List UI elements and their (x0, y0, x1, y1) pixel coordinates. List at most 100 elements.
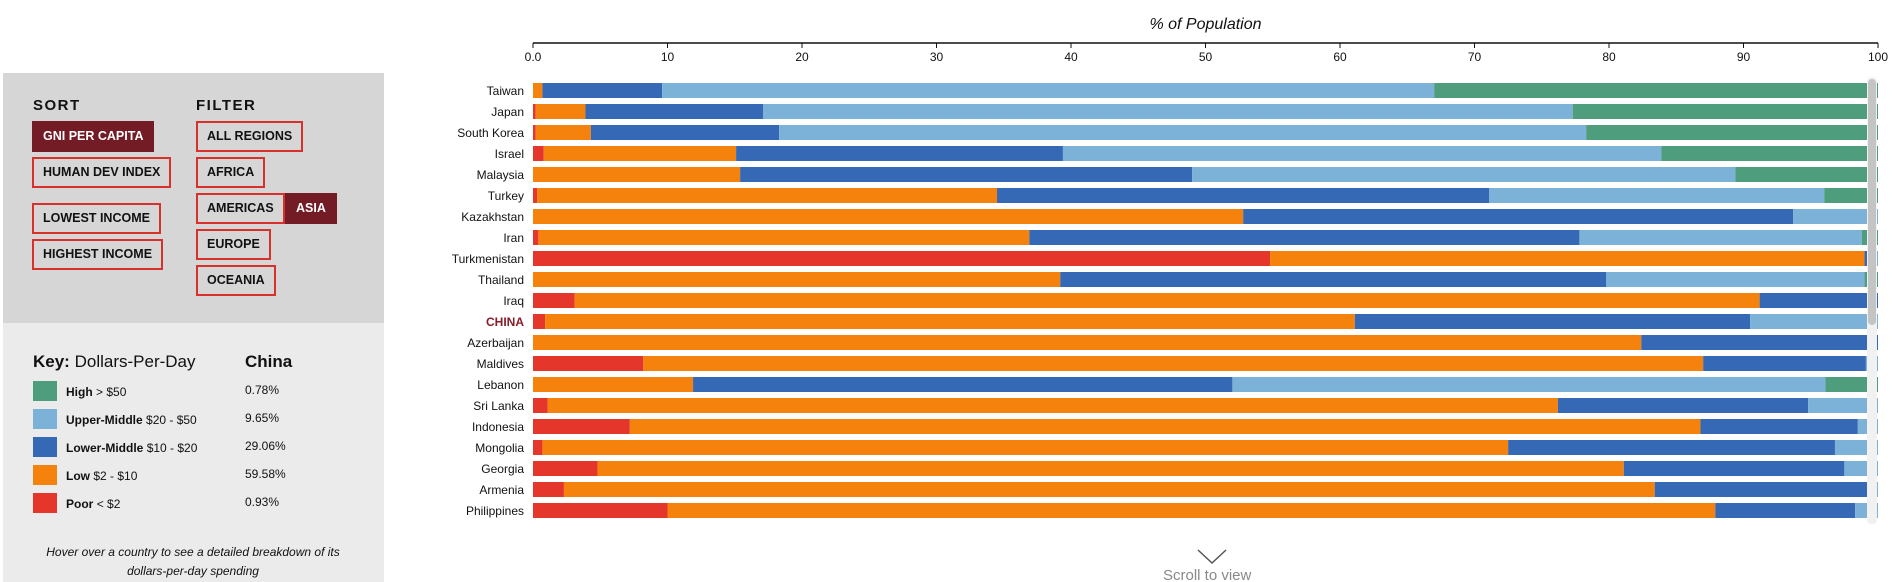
bar-segment[interactable] (542, 440, 1509, 455)
bar-segment[interactable] (997, 188, 1490, 203)
bar-segment[interactable] (533, 398, 548, 413)
bar-segment[interactable] (1876, 251, 1878, 266)
bar-segment[interactable] (543, 146, 737, 161)
low-swatch (33, 465, 57, 485)
bar-segment[interactable] (535, 125, 591, 140)
bar-segment[interactable] (537, 188, 998, 203)
bar-segment[interactable] (736, 146, 1063, 161)
bar-segment[interactable] (545, 314, 1355, 329)
scrollbar-thumb[interactable] (1868, 79, 1876, 325)
bar-segment[interactable] (533, 293, 575, 308)
sort-gni-per-capita-button[interactable]: GNI PER CAPITA (32, 121, 155, 152)
bar-segment[interactable] (1579, 230, 1862, 245)
bar-segment[interactable] (533, 272, 1061, 287)
sort-human-dev-index-button[interactable]: HUMAN DEV INDEX (32, 157, 172, 188)
bar-segment[interactable] (779, 125, 1587, 140)
bar-segment[interactable] (1750, 314, 1878, 329)
bar-segment[interactable] (1876, 482, 1878, 497)
scroll-hint[interactable]: Scroll to view (1163, 567, 1252, 582)
bar-segment[interactable] (533, 146, 544, 161)
country-label: Taiwan (487, 84, 524, 98)
key-pct-high: 0.78% (245, 383, 280, 397)
bar-segment[interactable] (585, 104, 763, 119)
chevron-down-icon[interactable] (1197, 549, 1227, 565)
bar-segment[interactable] (547, 398, 1558, 413)
bar-segment[interactable] (643, 356, 1704, 371)
bar-segment[interactable] (533, 335, 1642, 350)
country-label: Turkey (488, 189, 524, 203)
country-label: Turkmenistan (452, 252, 524, 266)
bar-segment[interactable] (740, 167, 1193, 182)
bar-segment[interactable] (533, 482, 564, 497)
sort-lowest-income-button[interactable]: LOWEST INCOME (32, 203, 161, 234)
bar-segment[interactable] (533, 104, 536, 119)
bar-segment[interactable] (762, 104, 1573, 119)
bar-segment[interactable] (1735, 167, 1878, 182)
bar-segment[interactable] (533, 461, 598, 476)
bar-segment[interactable] (533, 356, 644, 371)
bar-segment[interactable] (1029, 230, 1580, 245)
bar-segment[interactable] (1586, 125, 1878, 140)
bar-segment[interactable] (1759, 293, 1878, 308)
bar-segment[interactable] (533, 419, 630, 434)
filter-europe-button[interactable]: EUROPE (196, 229, 271, 260)
bar-segment[interactable] (662, 83, 1435, 98)
bar-segment[interactable] (533, 125, 536, 140)
bar-segment[interactable] (574, 293, 1760, 308)
bar-segment[interactable] (533, 440, 543, 455)
bar-segment[interactable] (1793, 209, 1878, 224)
bar-segment[interactable] (1243, 209, 1794, 224)
bar-segment[interactable] (533, 503, 668, 518)
bar-segment[interactable] (1557, 398, 1809, 413)
bar-segment[interactable] (667, 503, 1716, 518)
bar-segment[interactable] (1060, 272, 1607, 287)
bar-segment[interactable] (533, 377, 694, 392)
bar-segment[interactable] (1062, 146, 1662, 161)
filter-asia-button[interactable]: ASIA (285, 193, 337, 224)
bar-segment[interactable] (533, 230, 539, 245)
bar-segment[interactable] (1641, 335, 1878, 350)
bar-segment[interactable] (1808, 398, 1878, 413)
bar-segment[interactable] (1270, 251, 1865, 266)
bar-segment[interactable] (535, 104, 586, 119)
bar-segment[interactable] (1489, 188, 1825, 203)
bar-segment[interactable] (533, 188, 538, 203)
bar-segment[interactable] (629, 419, 1701, 434)
bar-segment[interactable] (1572, 104, 1878, 119)
bar-segment[interactable] (1434, 83, 1878, 98)
sort-highest-income-button[interactable]: HIGHEST INCOME (32, 239, 164, 270)
x-tick-label: 30 (930, 50, 944, 64)
bar-segment[interactable] (1508, 440, 1835, 455)
x-tick-label: 10 (661, 50, 675, 64)
bar-segment[interactable] (533, 209, 1244, 224)
bar-segment[interactable] (538, 230, 1030, 245)
filter-oceania-button[interactable]: OCEANIA (196, 265, 276, 296)
bar-segment[interactable] (533, 167, 741, 182)
bar-segment[interactable] (1661, 146, 1878, 161)
bar-segment[interactable] (563, 482, 1655, 497)
bar-segment[interactable] (1192, 167, 1736, 182)
bar-segment[interactable] (597, 461, 1624, 476)
filter-all-regions-button[interactable]: ALL REGIONS (196, 121, 304, 152)
bar-segment[interactable] (1232, 377, 1826, 392)
bar-segment[interactable] (590, 125, 780, 140)
bar-segment[interactable] (533, 251, 1271, 266)
bar-segment[interactable] (1825, 377, 1878, 392)
bar-segment[interactable] (1824, 188, 1878, 203)
bar-segment[interactable] (1703, 356, 1866, 371)
bar-segment[interactable] (1700, 419, 1858, 434)
bar-segment[interactable] (1623, 461, 1845, 476)
filter-africa-button[interactable]: AFRICA (196, 157, 266, 188)
bar-segment[interactable] (1606, 272, 1865, 287)
bar-segment[interactable] (533, 83, 543, 98)
bar-segment[interactable] (533, 314, 546, 329)
country-label: Iraq (503, 294, 524, 308)
bar-segment[interactable] (1715, 503, 1856, 518)
bar-segment[interactable] (542, 83, 663, 98)
bar-segment[interactable] (693, 377, 1233, 392)
bar-segment[interactable] (1654, 482, 1877, 497)
key-row-low: Low $2 - $10 59.58% (33, 465, 373, 487)
filter-americas-button[interactable]: AMERICAS (196, 193, 285, 224)
bar-segment[interactable] (1354, 314, 1751, 329)
